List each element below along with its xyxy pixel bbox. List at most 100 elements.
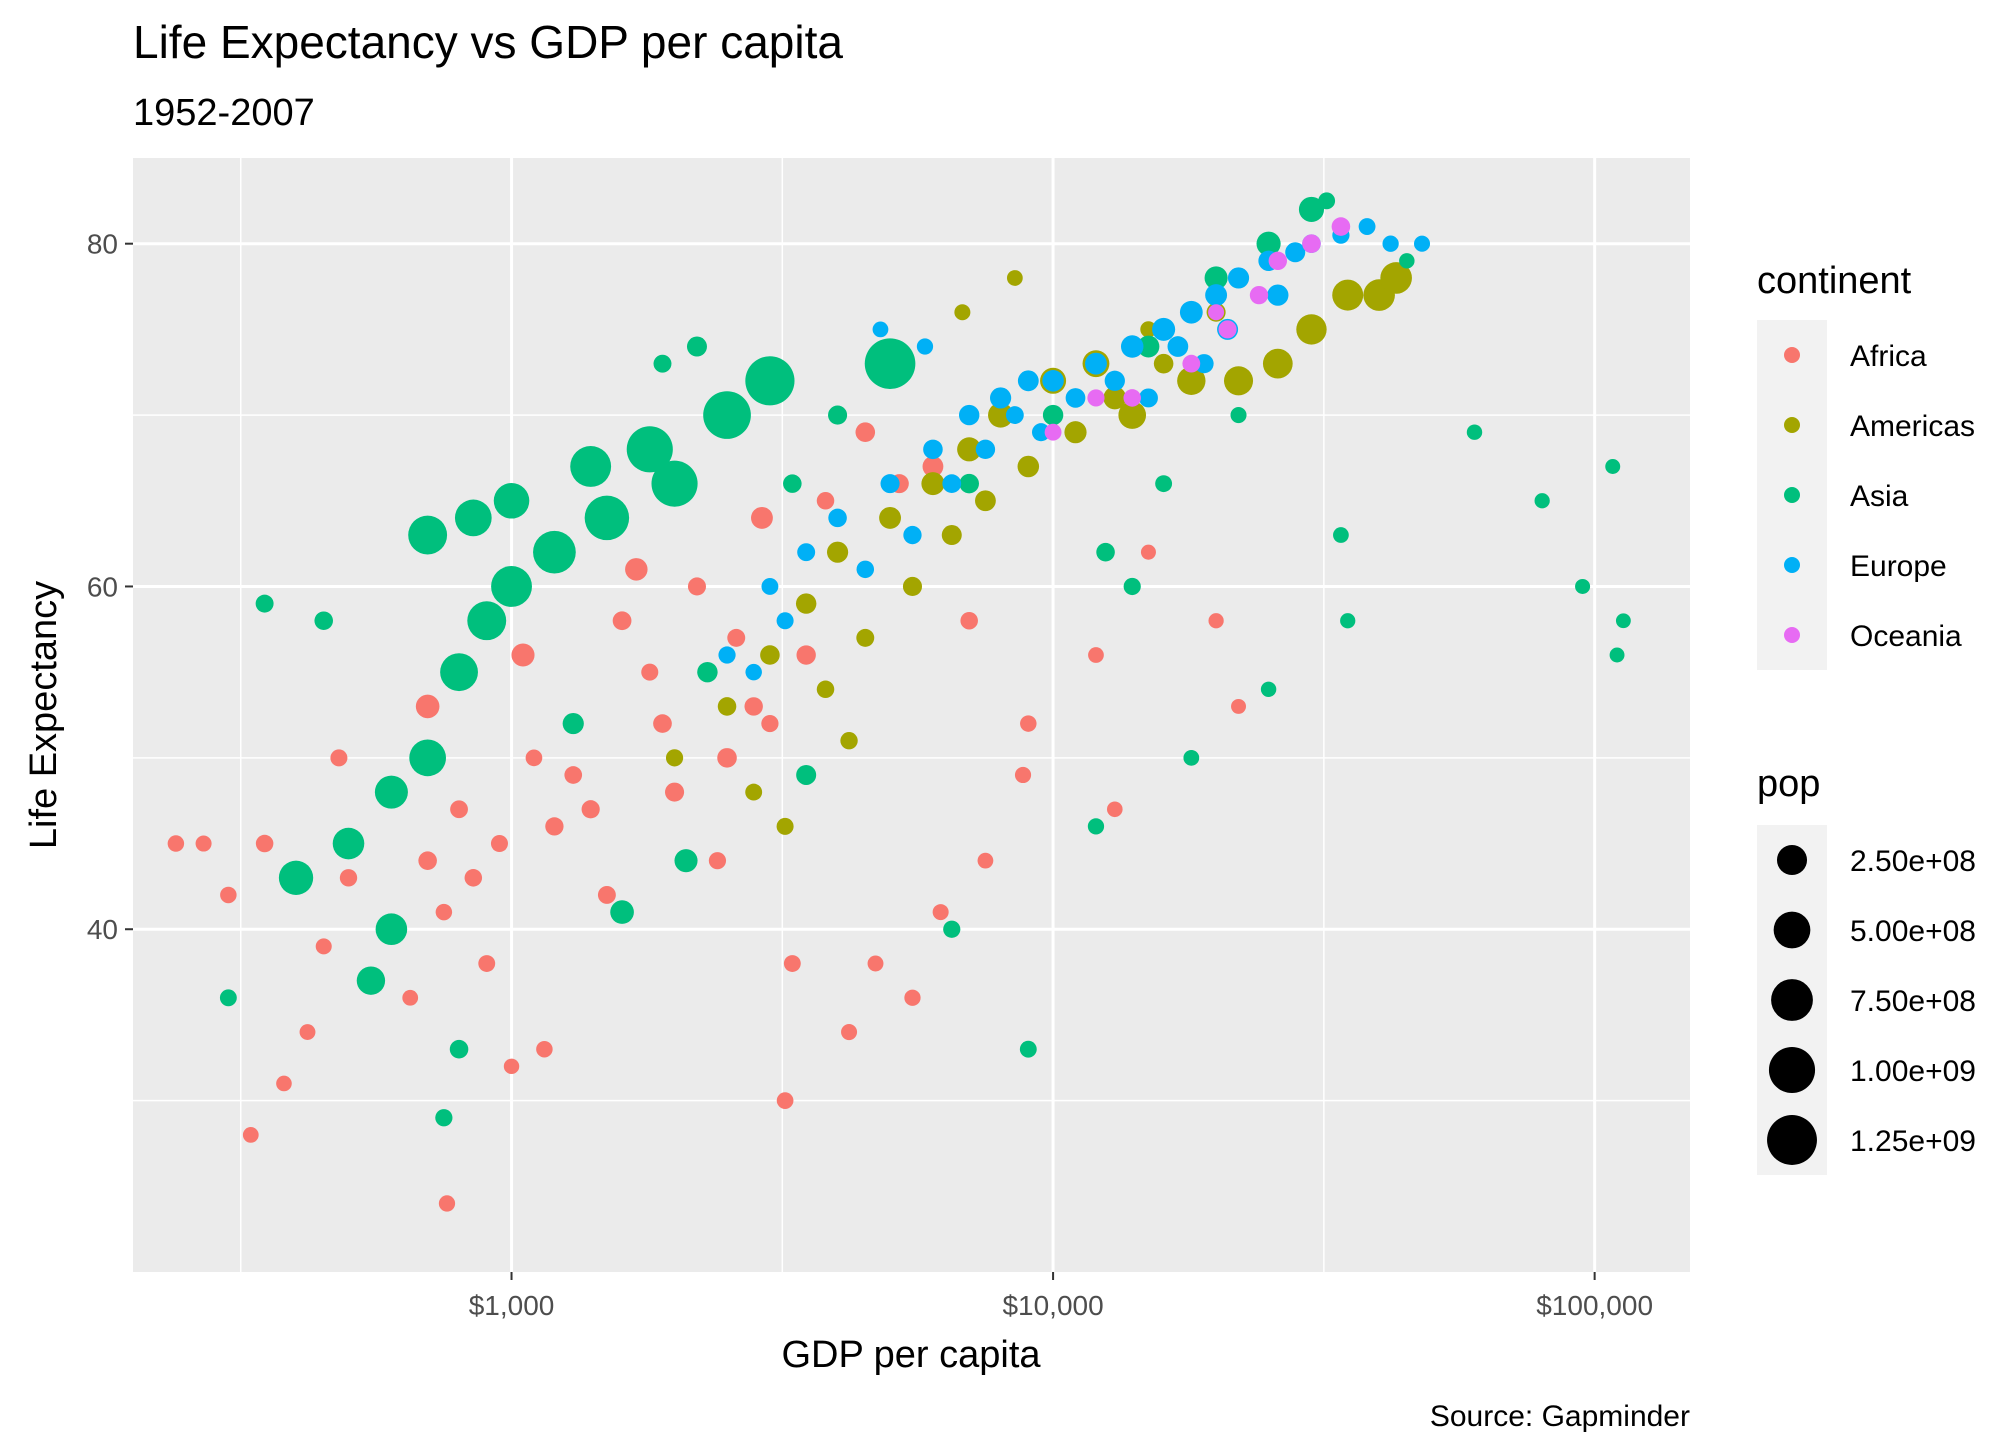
data-point-africa [653, 714, 672, 733]
data-point-africa [665, 782, 685, 802]
data-point-europe [1285, 242, 1306, 263]
chart-title: Life Expectancy vs GDP per capita [133, 16, 843, 68]
data-point-americas [856, 628, 875, 647]
size-legend-key [1773, 911, 1811, 949]
data-point-africa [641, 663, 659, 681]
data-point-asia [491, 566, 532, 607]
data-point-americas [1118, 401, 1147, 429]
data-point-asia [943, 920, 961, 938]
data-point-africa [525, 749, 543, 767]
data-point-asia [584, 495, 630, 541]
data-point-europe [1138, 388, 1158, 408]
data-point-africa [776, 1092, 794, 1109]
data-point-africa [687, 577, 707, 596]
data-point-africa [932, 904, 949, 921]
size-legend-label: 7.50e+08 [1850, 985, 1976, 1018]
data-point-africa [977, 852, 994, 869]
color-legend: Africa Americas Asia Europe Oceania [1757, 320, 1975, 670]
y-tick-label: 80 [87, 229, 118, 260]
size-legend-key [1771, 979, 1813, 1021]
data-point-africa [564, 766, 583, 784]
data-point-americas [1103, 386, 1127, 410]
data-point-asia [1230, 407, 1247, 424]
data-point-europe [761, 578, 779, 595]
data-point-africa [255, 834, 274, 853]
data-point-americas [816, 680, 835, 699]
data-point-europe [1167, 336, 1189, 357]
data-point-americas [1262, 348, 1293, 379]
data-point-asia [533, 530, 576, 574]
data-point-africa [450, 800, 468, 819]
data-point-asia [219, 989, 237, 1007]
data-point-africa [1014, 766, 1032, 784]
x-axis-ticks: $1,000 $10,000 $100,000 [469, 1272, 1653, 1321]
data-point-asia [674, 849, 698, 873]
data-point-oceania [1208, 304, 1225, 321]
data-point-africa [242, 1127, 259, 1143]
data-point-asia [314, 611, 333, 631]
chart-caption: Source: Gapminder [1430, 1400, 1690, 1433]
data-point-europe [923, 439, 943, 460]
data-point-africa [904, 989, 921, 1006]
size-legend-title: pop [1757, 763, 1820, 805]
x-tick-label: $10,000 [1002, 1290, 1103, 1321]
data-point-asia [409, 739, 446, 777]
data-point-africa [717, 748, 737, 768]
data-point-europe [1085, 352, 1107, 375]
data-point-europe [975, 439, 996, 460]
size-legend-label: 1.00e+09 [1850, 1055, 1976, 1088]
x-axis-title: GDP per capita [781, 1334, 1041, 1376]
data-point-asia [703, 391, 751, 439]
data-point-europe [1205, 284, 1228, 307]
data-point-europe [1358, 218, 1376, 235]
data-point-asia [1123, 577, 1141, 596]
data-point-americas [954, 304, 971, 321]
data-point-asia [1260, 681, 1277, 698]
data-point-africa [796, 645, 816, 665]
data-point-africa [167, 835, 185, 852]
data-point-asia [1087, 818, 1105, 835]
legend-key-oceania [1784, 627, 1800, 643]
legend-key-europe [1784, 557, 1800, 573]
data-point-africa [841, 1024, 858, 1041]
data-point-asia [1137, 335, 1160, 358]
x-tick-label: $100,000 [1536, 1290, 1653, 1321]
data-point-americas [776, 817, 794, 835]
data-point-europe [942, 474, 962, 494]
data-point-africa [1140, 544, 1156, 560]
data-point-oceania [1268, 251, 1288, 271]
data-point-africa [402, 989, 419, 1006]
data-point-africa [816, 492, 835, 510]
data-point-oceania [1044, 423, 1062, 441]
data-point-asia [796, 764, 817, 785]
data-point-europe [958, 404, 980, 426]
data-point-africa [708, 852, 727, 870]
data-point-africa [195, 835, 212, 852]
data-point-europe [856, 560, 875, 579]
data-point-americas [1017, 455, 1040, 478]
data-point-asia [1534, 493, 1550, 509]
data-point-asia [1609, 647, 1625, 663]
data-point-americas [760, 645, 780, 665]
data-point-asia [626, 426, 673, 473]
data-point-asia [375, 913, 408, 946]
data-point-africa [339, 869, 358, 887]
data-point-europe [797, 543, 816, 562]
data-point-europe [1267, 284, 1289, 306]
data-point-americas [1140, 321, 1157, 338]
data-point-africa [418, 851, 437, 870]
data-point-asia [651, 460, 698, 507]
data-point-asia [278, 860, 314, 895]
data-point-oceania [1123, 389, 1141, 407]
data-point-europe [1413, 235, 1431, 252]
x-tick-label: $1,000 [469, 1290, 555, 1321]
data-point-europe [776, 612, 794, 630]
data-point-asia [697, 661, 718, 683]
data-point-africa [330, 749, 348, 767]
data-point-africa [922, 456, 944, 477]
data-point-asia [1399, 253, 1415, 269]
data-point-oceania [1087, 389, 1105, 407]
data-point-asia [562, 712, 584, 735]
data-point-europe [1152, 317, 1176, 341]
size-legend-key [1776, 844, 1808, 876]
